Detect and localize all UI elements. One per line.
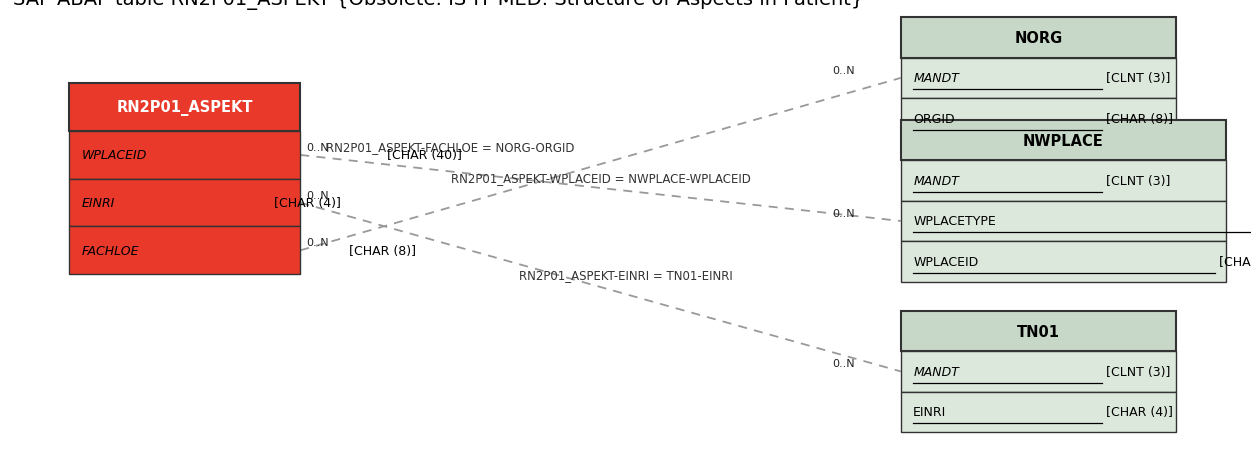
Text: [CHAR (4)]: [CHAR (4)] — [270, 197, 340, 210]
FancyBboxPatch shape — [901, 121, 1226, 161]
Text: [CHAR (8)]: [CHAR (8)] — [345, 244, 417, 258]
Text: [CLNT (3)]: [CLNT (3)] — [1102, 175, 1170, 188]
FancyBboxPatch shape — [901, 311, 1176, 351]
Text: NWPLACE: NWPLACE — [1023, 133, 1103, 149]
Text: [CHAR (40)]: [CHAR (40)] — [1215, 255, 1251, 268]
FancyBboxPatch shape — [69, 179, 300, 227]
Text: WPLACEID: WPLACEID — [81, 149, 146, 162]
Text: RN2P01_ASPEKT-EINRI = TN01-EINRI: RN2P01_ASPEKT-EINRI = TN01-EINRI — [519, 269, 732, 282]
Text: RN2P01_ASPEKT-WPLACEID = NWPLACE-WPLACEID: RN2P01_ASPEKT-WPLACEID = NWPLACE-WPLACEI… — [450, 172, 751, 185]
Text: RN2P01_ASPEKT-FACHLOE = NORG-ORGID: RN2P01_ASPEKT-FACHLOE = NORG-ORGID — [327, 141, 574, 154]
FancyBboxPatch shape — [901, 351, 1176, 392]
Text: SAP ABAP table RN2P01_ASPEKT {Obsolete: IS-H*MED: Structure of Aspects in Patien: SAP ABAP table RN2P01_ASPEKT {Obsolete: … — [13, 0, 863, 10]
FancyBboxPatch shape — [901, 18, 1176, 59]
Text: 0..N: 0..N — [832, 208, 854, 218]
Text: 0..N: 0..N — [306, 190, 329, 200]
FancyBboxPatch shape — [901, 201, 1226, 242]
FancyBboxPatch shape — [69, 227, 300, 275]
FancyBboxPatch shape — [69, 132, 300, 179]
Text: EINRI: EINRI — [81, 197, 115, 210]
FancyBboxPatch shape — [901, 392, 1176, 432]
Text: ORGID: ORGID — [913, 112, 955, 126]
Text: 0..N: 0..N — [306, 143, 329, 153]
Text: [CHAR (4)]: [CHAR (4)] — [1102, 406, 1172, 418]
Text: MANDT: MANDT — [913, 175, 960, 188]
FancyBboxPatch shape — [901, 242, 1226, 282]
Text: MANDT: MANDT — [913, 365, 960, 378]
FancyBboxPatch shape — [69, 84, 300, 132]
Text: [CLNT (3)]: [CLNT (3)] — [1102, 72, 1170, 85]
Text: WPLACETYPE: WPLACETYPE — [913, 215, 996, 228]
Text: WPLACEID: WPLACEID — [913, 255, 978, 268]
Text: 0..N: 0..N — [306, 237, 329, 247]
Text: EINRI: EINRI — [913, 406, 947, 418]
Text: [CLNT (3)]: [CLNT (3)] — [1102, 365, 1170, 378]
Text: RN2P01_ASPEKT: RN2P01_ASPEKT — [116, 100, 253, 116]
Text: TN01: TN01 — [1017, 324, 1060, 339]
Text: [CHAR (8)]: [CHAR (8)] — [1102, 112, 1172, 126]
Text: 0..N: 0..N — [832, 66, 854, 76]
Text: FACHLOE: FACHLOE — [81, 244, 139, 258]
Text: 0..N: 0..N — [832, 359, 854, 369]
FancyBboxPatch shape — [901, 99, 1176, 139]
Text: MANDT: MANDT — [913, 72, 960, 85]
Text: NORG: NORG — [1015, 31, 1062, 46]
FancyBboxPatch shape — [901, 161, 1226, 201]
Text: [CHAR (40)]: [CHAR (40)] — [383, 149, 462, 162]
FancyBboxPatch shape — [901, 59, 1176, 99]
